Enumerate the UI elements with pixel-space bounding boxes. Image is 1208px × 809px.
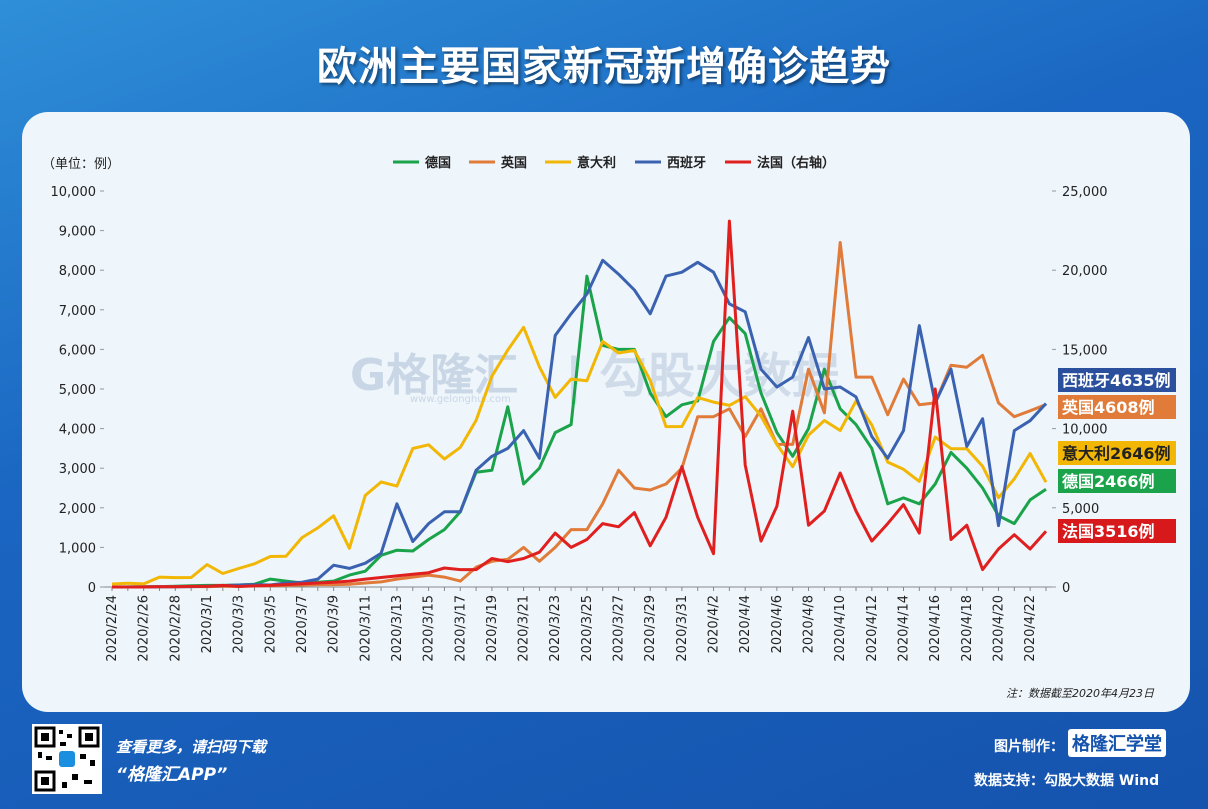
annotation: 西班牙4635例 xyxy=(1058,368,1176,392)
y-tick-label: 5,000 xyxy=(59,383,96,398)
annotation-label: 英国4608例 xyxy=(1061,398,1155,417)
x-tick-label: 2020/2/26 xyxy=(137,595,152,662)
x-tick-label: 2020/4/16 xyxy=(928,595,943,662)
x-tick-label: 2020/2/28 xyxy=(168,595,183,662)
footer-source: 数据支持：勾股大数据 Wind xyxy=(974,773,1160,789)
chart-panel xyxy=(22,112,1190,712)
series-line xyxy=(111,274,1047,589)
x-tick-label: 2020/3/11 xyxy=(358,595,373,662)
x-tick-label: 2020/4/2 xyxy=(707,595,722,653)
x-tick-label: 2020/3/31 xyxy=(675,595,690,662)
y-tick-label: 6,000 xyxy=(59,343,96,358)
x-tick-label: 2020/3/13 xyxy=(390,595,405,662)
footer-maker-label: 图片制作： xyxy=(994,739,1064,755)
annotation-label: 德国2466例 xyxy=(1062,472,1155,491)
annotation: 法国3516例 xyxy=(1058,519,1176,543)
legend-label: 意大利 xyxy=(577,155,616,171)
x-tick-label: 2020/4/14 xyxy=(897,595,912,662)
y-tick-label: 10,000 xyxy=(51,185,97,200)
y-tick-label: 9,000 xyxy=(59,225,96,240)
legend-label: 英国 xyxy=(500,155,527,171)
y-tick-label: 2,000 xyxy=(59,502,96,517)
annotation-box xyxy=(1058,519,1176,543)
y-tick-label: 0 xyxy=(88,581,96,596)
x-tick-label: 2020/3/17 xyxy=(453,595,468,662)
x-tick-label: 2020/2/24 xyxy=(105,595,120,662)
annotation-box xyxy=(1058,441,1176,465)
x-tick-label: 2020/3/3 xyxy=(232,595,247,653)
x-tick-label: 2020/3/1 xyxy=(200,595,215,653)
x-tick-label: 2020/4/18 xyxy=(960,595,975,662)
x-tick-label: 2020/3/21 xyxy=(517,595,532,662)
y-tick-label: 4,000 xyxy=(59,423,96,438)
legend-label: 西班牙 xyxy=(667,155,706,171)
annotation-label: 西班牙4635例 xyxy=(1062,371,1171,390)
x-tick-label: 2020/3/15 xyxy=(422,595,437,662)
x-tick-label: 2020/4/20 xyxy=(991,595,1006,662)
series-line xyxy=(112,258,1048,589)
x-tick-label: 2020/4/6 xyxy=(770,595,785,653)
footer-app: “格隆汇APP” xyxy=(116,765,228,785)
watermark: www.gelonghui.com xyxy=(410,394,511,405)
y-tick-label: 7,000 xyxy=(59,304,96,319)
x-tick-label: 2020/3/7 xyxy=(295,595,310,653)
legend-label: 法国（右轴） xyxy=(757,155,835,171)
legend-label: 德国 xyxy=(425,155,451,171)
x-tick-label: 2020/3/25 xyxy=(580,595,595,662)
x-tick-label: 2020/3/9 xyxy=(327,595,342,653)
annotation-box xyxy=(1058,368,1176,392)
series-line xyxy=(112,219,1048,589)
y2-tick-label: 0 xyxy=(1062,581,1070,596)
x-tick-label: 2020/4/10 xyxy=(833,595,848,662)
annotation: 英国4608例 xyxy=(1058,395,1176,419)
x-tick-label: 2020/4/22 xyxy=(1023,595,1038,662)
annotation: 意大利2646例 xyxy=(1058,441,1176,465)
x-tick-label: 2020/3/5 xyxy=(263,595,278,653)
y2-tick-label: 5,000 xyxy=(1062,502,1099,517)
x-tick-label: 2020/3/27 xyxy=(612,595,627,662)
y2-tick-label: 25,000 xyxy=(1062,185,1108,200)
qr-pattern xyxy=(34,726,100,792)
annotation-box xyxy=(1058,395,1176,419)
footer-text: 查看更多，请扫码下载 xyxy=(116,738,267,756)
note: 注：数据截至2020年4月23日 xyxy=(1006,687,1155,700)
annotation-label: 意大利2646例 xyxy=(1062,444,1171,463)
x-tick-label: 2020/4/4 xyxy=(738,595,753,653)
qr-code xyxy=(32,724,102,794)
y-tick-label: 1,000 xyxy=(59,541,96,556)
series-line xyxy=(111,325,1048,586)
footer-maker: 格隆汇学堂 xyxy=(1068,729,1166,757)
y2-tick-label: 20,000 xyxy=(1062,264,1108,279)
annotation: 德国2466例 xyxy=(1058,469,1176,493)
annotation-box xyxy=(1058,469,1176,493)
watermark: | 勾股大数据 xyxy=(565,348,839,404)
x-tick-label: 2020/4/8 xyxy=(802,595,817,653)
x-tick-label: 2020/3/29 xyxy=(643,595,658,662)
watermark: G格隆汇 xyxy=(350,350,518,401)
y2-tick-label: 10,000 xyxy=(1062,423,1108,438)
y-tick-label: 3,000 xyxy=(59,462,96,477)
x-tick-label: 2020/4/12 xyxy=(865,595,880,662)
y-tick-label: 8,000 xyxy=(59,264,96,279)
x-tick-label: 2020/3/23 xyxy=(548,595,563,662)
x-tick-label: 2020/3/19 xyxy=(485,595,500,662)
y-axis-unit: （单位：例） xyxy=(42,157,120,172)
annotation-label: 法国3516例 xyxy=(1062,522,1155,541)
chart-title: 欧洲主要国家新冠新增确诊趋势 xyxy=(317,44,891,90)
y2-tick-label: 15,000 xyxy=(1062,343,1108,358)
